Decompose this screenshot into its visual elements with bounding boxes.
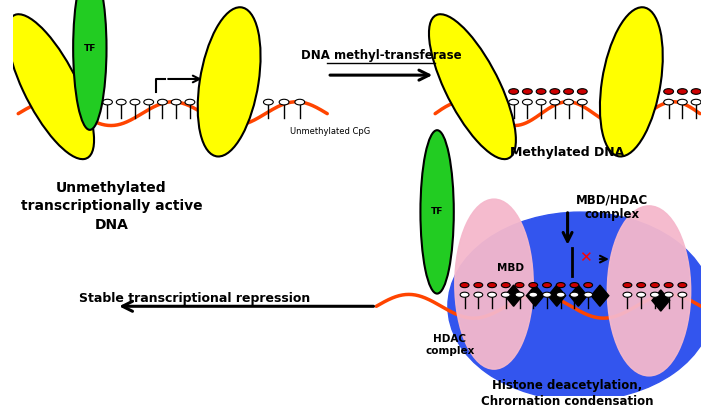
Polygon shape (652, 290, 669, 311)
Text: Methylated DNA: Methylated DNA (510, 145, 625, 159)
Ellipse shape (600, 7, 662, 157)
Text: Stable transcriptional repression: Stable transcriptional repression (79, 292, 311, 305)
Polygon shape (569, 285, 587, 306)
Text: MBD/HDAC
complex: MBD/HDAC complex (576, 193, 648, 221)
Circle shape (564, 89, 573, 94)
Text: DNA methyl-transferase: DNA methyl-transferase (301, 49, 461, 62)
Text: Unmethylated CpG: Unmethylated CpG (290, 127, 370, 136)
Ellipse shape (429, 14, 516, 159)
Polygon shape (591, 285, 608, 306)
Circle shape (515, 292, 524, 297)
Circle shape (623, 282, 632, 288)
Circle shape (637, 292, 646, 297)
Circle shape (623, 292, 632, 297)
Text: Unmethylated
transcriptionally active
DNA: Unmethylated transcriptionally active DN… (20, 181, 202, 232)
Ellipse shape (198, 7, 261, 157)
Circle shape (185, 99, 195, 105)
Circle shape (664, 89, 674, 94)
Circle shape (295, 99, 305, 105)
Circle shape (677, 99, 687, 105)
Ellipse shape (448, 212, 701, 400)
Circle shape (651, 282, 660, 288)
Circle shape (474, 292, 483, 297)
Text: HDAC
complex: HDAC complex (426, 334, 475, 356)
Circle shape (488, 282, 496, 288)
Circle shape (665, 282, 673, 288)
Circle shape (665, 292, 673, 297)
Circle shape (550, 99, 559, 105)
Circle shape (691, 99, 701, 105)
Circle shape (522, 99, 532, 105)
Circle shape (264, 99, 273, 105)
Circle shape (677, 89, 687, 94)
Polygon shape (548, 285, 566, 306)
Circle shape (501, 282, 510, 288)
Circle shape (570, 292, 579, 297)
Ellipse shape (607, 206, 690, 376)
Circle shape (474, 282, 483, 288)
Circle shape (543, 282, 552, 288)
Polygon shape (80, 62, 100, 72)
Circle shape (651, 292, 660, 297)
Circle shape (522, 89, 532, 94)
Circle shape (144, 99, 154, 105)
Circle shape (564, 99, 573, 105)
Circle shape (89, 99, 99, 105)
Circle shape (501, 292, 510, 297)
Ellipse shape (7, 14, 94, 159)
Text: ✕: ✕ (579, 249, 592, 265)
Text: TF: TF (83, 44, 96, 53)
Circle shape (678, 282, 687, 288)
Circle shape (509, 89, 519, 94)
Circle shape (158, 99, 168, 105)
Circle shape (664, 99, 674, 105)
Polygon shape (428, 221, 447, 231)
Circle shape (509, 99, 519, 105)
Circle shape (578, 99, 587, 105)
Text: Histone deacetylation,
Chrornation condensation: Histone deacetylation, Chrornation conde… (482, 379, 654, 408)
Text: MBD: MBD (497, 263, 524, 273)
Circle shape (543, 292, 552, 297)
Circle shape (536, 89, 546, 94)
Circle shape (550, 89, 559, 94)
Circle shape (279, 99, 289, 105)
Circle shape (515, 282, 524, 288)
Circle shape (691, 89, 701, 94)
Text: TF: TF (431, 208, 443, 217)
Circle shape (529, 282, 538, 288)
Circle shape (584, 292, 592, 297)
Circle shape (637, 282, 646, 288)
Circle shape (488, 292, 496, 297)
Circle shape (557, 292, 565, 297)
Polygon shape (505, 285, 522, 306)
Circle shape (678, 292, 687, 297)
Circle shape (536, 99, 546, 105)
Circle shape (460, 282, 469, 288)
Circle shape (570, 282, 579, 288)
Circle shape (584, 282, 592, 288)
Circle shape (529, 292, 538, 297)
Circle shape (130, 99, 140, 105)
Circle shape (102, 99, 112, 105)
Ellipse shape (455, 199, 533, 369)
Circle shape (116, 99, 126, 105)
Circle shape (578, 89, 587, 94)
Polygon shape (526, 285, 544, 306)
Ellipse shape (421, 130, 454, 293)
Circle shape (557, 282, 565, 288)
Circle shape (460, 292, 469, 297)
Ellipse shape (73, 0, 107, 130)
Circle shape (171, 99, 181, 105)
